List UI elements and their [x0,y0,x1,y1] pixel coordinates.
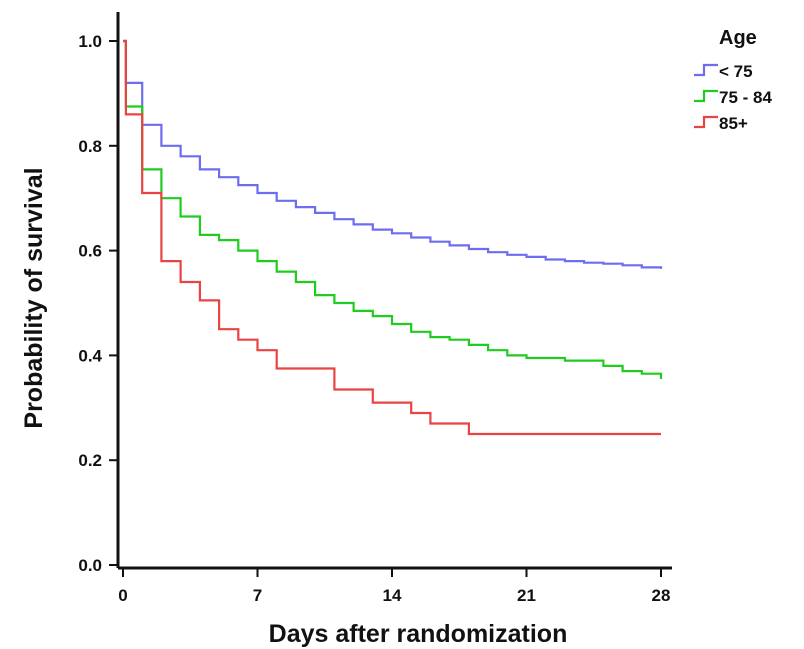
legend-title: Age [719,27,757,49]
axes-layer [116,12,672,570]
x-tick-label: 28 [652,586,671,605]
y-tick-label: 1.0 [78,32,102,51]
legend-swatch-2 [694,115,718,129]
y-tick-label: 0.6 [78,242,102,261]
y-tick-label: 0.8 [78,137,102,156]
legend-label-2: 85+ [719,114,748,133]
y-tick-label: 0.2 [78,451,102,470]
y-axis-label: Probability of survival [20,167,48,428]
x-tick-label: 21 [517,586,536,605]
x-tick-label: 7 [253,586,262,605]
legend: Age < 75 75 - 84 85+ [694,27,772,133]
series-line-0 [123,39,663,269]
x-tick-label: 0 [118,586,127,605]
series-layer [123,39,663,436]
series-line-1 [123,39,663,379]
series-line-2 [123,39,661,436]
legend-swatch-0 [694,63,718,77]
y-tick-label: 0.0 [78,556,102,575]
legend-label-0: < 75 [719,62,753,81]
x-tick-label: 14 [383,586,402,605]
y-tick-label: 0.4 [78,346,102,365]
legend-swatch-1 [694,89,718,103]
x-axis-label: Days after randomization [269,620,568,648]
ticks-layer: 0.0 0.2 0.4 0.6 0.8 1.0 0 7 14 21 28 [78,32,670,605]
legend-label-1: 75 - 84 [719,88,772,107]
